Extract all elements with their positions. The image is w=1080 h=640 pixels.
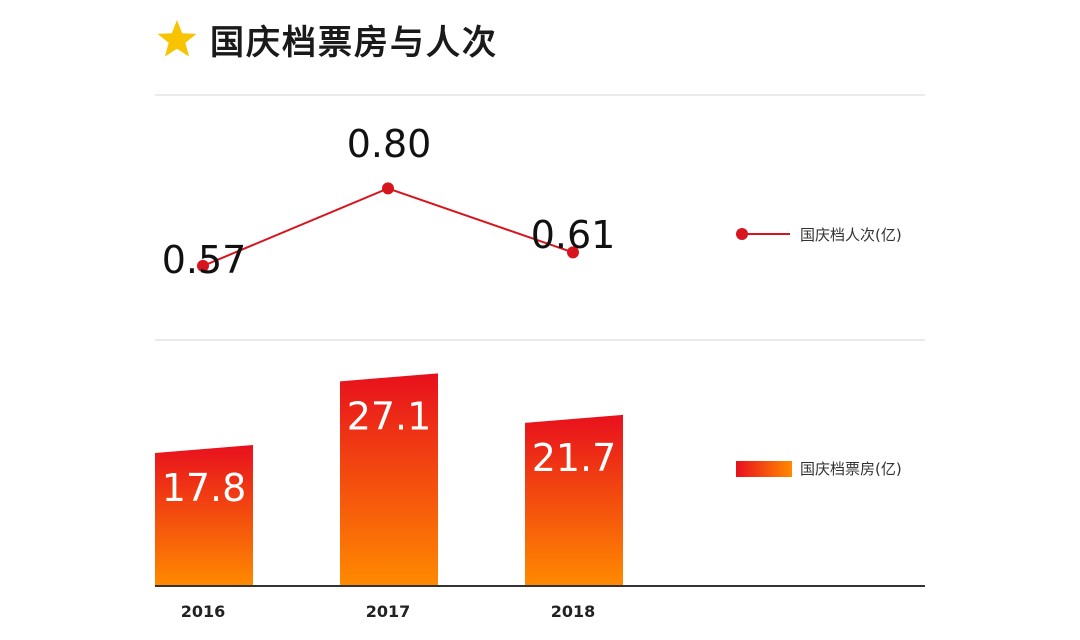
legend-line-marker <box>736 228 748 240</box>
line-value-label-2018: 0.61 <box>531 213 616 257</box>
chart-title: 国庆档票房与人次 <box>156 14 498 64</box>
x-tick-label-2017: 2017 <box>366 602 411 621</box>
legend-bar-swatch <box>736 461 792 477</box>
line-point-2016 <box>197 259 209 272</box>
bar-2018 <box>525 414 623 586</box>
line-point-2018 <box>567 246 579 259</box>
line-value-label-2016: 0.57 <box>162 238 247 282</box>
x-tick-label-2016: 2016 <box>181 602 226 621</box>
line-value-label-2017: 0.80 <box>347 122 432 166</box>
legend-bar-label: 国庆档票房(亿) <box>800 460 902 478</box>
bar-2016 <box>155 444 253 586</box>
line-series-path <box>202 187 574 267</box>
line-point-2017 <box>382 182 394 195</box>
star-icon <box>157 20 197 57</box>
bar-value-label-2018: 21.7 <box>532 436 617 480</box>
legend-line-label: 国庆档人次(亿) <box>800 226 902 244</box>
x-tick-label-2018: 2018 <box>551 602 596 621</box>
bar-value-label-2017: 27.1 <box>347 394 432 438</box>
bar-value-label-2016: 17.8 <box>162 466 247 510</box>
title-text: 国庆档票房与人次 <box>210 22 498 63</box>
bar-2017 <box>340 373 438 586</box>
